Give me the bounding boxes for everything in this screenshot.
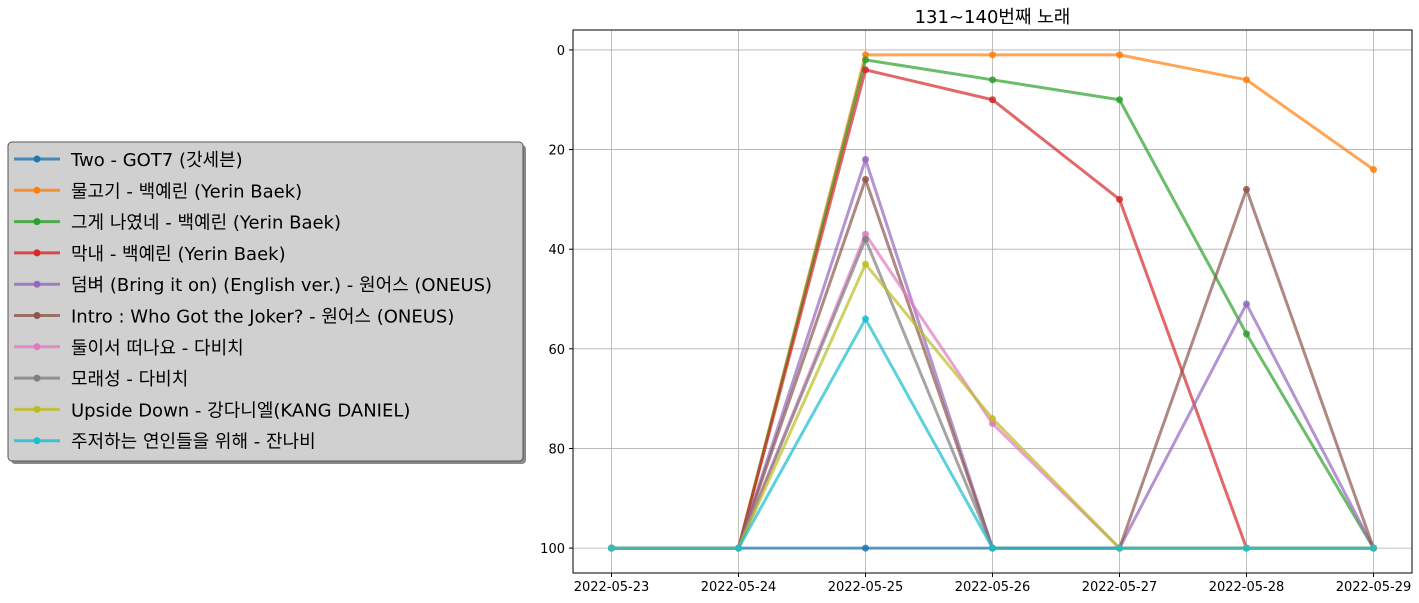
data-point xyxy=(989,415,996,423)
data-point xyxy=(1370,544,1377,552)
x-tick-label: 2022-05-28 xyxy=(1209,580,1285,595)
legend-box xyxy=(7,141,524,462)
legend-swatch-marker xyxy=(33,437,41,445)
data-point xyxy=(989,76,996,84)
data-point xyxy=(1116,544,1123,552)
y-tick-label: 40 xyxy=(548,243,565,258)
x-tick-label: 2022-05-25 xyxy=(828,580,904,595)
legend-entry: 모래성 - 다비치 xyxy=(14,369,188,390)
y-tick-label: 80 xyxy=(548,442,565,457)
legend-label: 모래성 - 다비치 xyxy=(71,369,188,390)
legend-entry: 그게 나였네 - 백예린 (Yerin Baek) xyxy=(14,213,341,234)
data-point xyxy=(862,235,869,243)
legend-swatch-marker xyxy=(33,405,41,413)
legend-entry: Two - GOT7 (갓세븐) xyxy=(14,150,243,171)
data-point xyxy=(1243,544,1250,552)
data-point xyxy=(1116,195,1123,203)
data-point xyxy=(862,315,869,323)
data-point xyxy=(862,156,869,164)
y-tick-label: 20 xyxy=(548,144,565,159)
x-tick-label: 2022-05-24 xyxy=(701,580,777,595)
data-point xyxy=(862,175,869,183)
data-point xyxy=(1116,51,1123,59)
x-tick-label: 2022-05-29 xyxy=(1336,580,1412,595)
series-lines xyxy=(608,51,1377,552)
legend-entry: 둘이서 떠나요 - 다비치 xyxy=(14,338,244,359)
data-point xyxy=(989,544,996,552)
y-tick-label: 100 xyxy=(540,542,565,557)
legend-label: Upside Down - 강다니엘(KANG DANIEL) xyxy=(71,400,410,421)
y-axis-ticks: 0 20 40 60 80 100 xyxy=(540,44,573,557)
y-tick-label: 60 xyxy=(548,343,565,358)
data-point xyxy=(1243,330,1250,338)
x-axis-ticks: 2022-05-23 2022-05-24 2022-05-25 2022-05-26… xyxy=(574,573,1412,595)
legend-swatch-marker xyxy=(33,312,41,319)
legend-swatch-marker xyxy=(33,186,41,194)
legend-label: 물고기 - 백예린 (Yerin Baek) xyxy=(71,181,302,202)
legend-label: 막내 - 백예린 (Yerin Baek) xyxy=(71,244,286,265)
legend-label: 덤벼 (Bring it on) (English ver.) - 원어스 (O… xyxy=(71,275,492,296)
legend-entry: 덤벼 (Bring it on) (English ver.) - 원어스 (O… xyxy=(14,275,492,296)
data-point xyxy=(989,51,996,59)
legend-entry: 막내 - 백예린 (Yerin Baek) xyxy=(14,244,286,265)
data-point xyxy=(862,260,869,268)
y-tick-label: 0 xyxy=(557,44,565,59)
legend: Two - GOT7 (갓세븐) 물고기 - 백예린 (Yerin Baek) 그게… xyxy=(7,141,526,464)
x-tick-label: 2022-05-26 xyxy=(955,580,1031,595)
series xyxy=(608,315,1377,552)
legend-label: 그게 나였네 - 백예린 (Yerin Baek) xyxy=(71,213,341,234)
chart-title: 131~140번째 노래 xyxy=(915,7,1071,28)
x-tick-label: 2022-05-27 xyxy=(1082,580,1158,595)
data-point xyxy=(862,56,869,64)
data-point xyxy=(1243,185,1250,193)
data-point xyxy=(1116,96,1123,104)
legend-entry: Intro : Who Got the Joker? - 원어스 (ONEUS) xyxy=(14,307,454,328)
data-point xyxy=(862,544,869,552)
data-point xyxy=(862,51,869,59)
data-point xyxy=(862,230,869,238)
legend-label: 주저하는 연인들을 위해 - 잔나비 xyxy=(71,432,316,453)
legend-swatch-marker xyxy=(33,249,41,257)
data-point xyxy=(735,544,742,552)
legend-swatch-marker xyxy=(33,218,41,226)
legend-label: 둘이서 떠나요 - 다비치 xyxy=(71,338,244,359)
data-point xyxy=(989,96,996,104)
data-point xyxy=(1243,300,1250,308)
legend-swatch-marker xyxy=(33,155,41,163)
x-tick-label: 2022-05-23 xyxy=(574,580,650,595)
data-point xyxy=(608,544,615,552)
data-point xyxy=(1370,165,1377,173)
legend-swatch-marker xyxy=(33,374,41,382)
legend-entry: 물고기 - 백예린 (Yerin Baek) xyxy=(14,181,302,202)
legend-swatch-marker xyxy=(33,343,41,351)
legend-label: Two - GOT7 (갓세븐) xyxy=(70,150,243,171)
legend-entry: 주저하는 연인들을 위해 - 잔나비 xyxy=(14,432,316,453)
data-point xyxy=(862,66,869,74)
legend-swatch-marker xyxy=(33,280,41,288)
data-point xyxy=(1243,76,1250,84)
legend-entry: Upside Down - 강다니엘(KANG DANIEL) xyxy=(14,400,410,421)
legend-label: Intro : Who Got the Joker? - 원어스 (ONEUS) xyxy=(71,307,454,328)
